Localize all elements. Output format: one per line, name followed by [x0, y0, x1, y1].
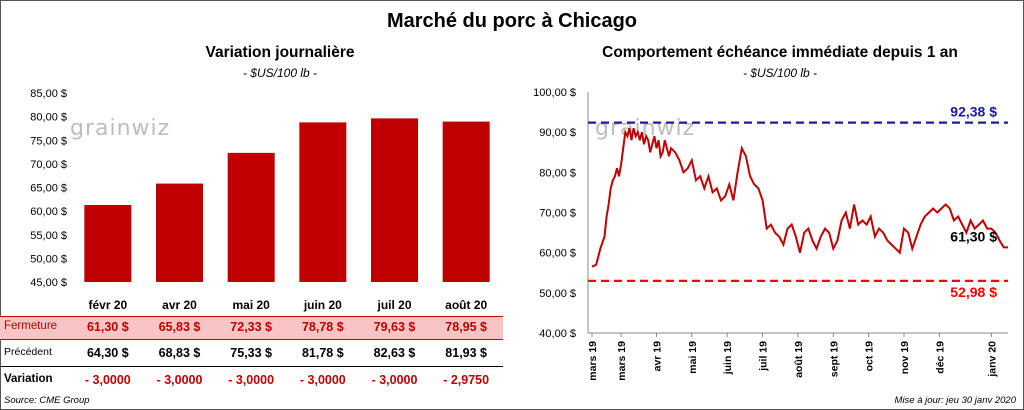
table-cell: - 2,9750: [443, 373, 490, 387]
table-cell: - 3,0000: [156, 373, 203, 387]
line-chart: 40,00 $ 50,00 $ 60,00 $ 70,00 $ 80,00 $ 90,00…: [533, 87, 1008, 381]
table-row-label: Variation: [4, 373, 53, 385]
table-row-label: Fermeture: [4, 320, 58, 332]
table-cell: 82,63 $: [373, 346, 416, 360]
bar: [442, 121, 490, 283]
page-title: Marché du porc à Chicago: [386, 10, 638, 32]
bar: [371, 118, 418, 282]
table-cell: - 3,0000: [228, 373, 275, 387]
table-cell: - 3,0000: [299, 373, 346, 387]
table-cell: - 3,0000: [84, 373, 131, 387]
y-tick-label: 45,00 $: [30, 277, 67, 289]
max-label: 92,38 $: [950, 104, 997, 120]
table-row-label: Précédent: [4, 346, 52, 358]
grainwiz-watermark: grainwiz: [70, 116, 171, 141]
y-tick-label: 60,00 $: [30, 206, 67, 218]
min-label: 52,98 $: [950, 284, 997, 300]
bar-chart-title: Variation journalière: [205, 44, 355, 61]
x-tick-label: févr 20: [88, 298, 127, 312]
table-cell: 79,63 $: [373, 320, 416, 334]
x-tick-label: août 19: [793, 341, 805, 378]
line-chart-title: Comportement échéance immédiate depuis 1…: [602, 44, 958, 61]
bar: [84, 204, 132, 282]
table-cell: 75,33 $: [230, 346, 273, 360]
table-cell: 64,30 $: [86, 346, 129, 360]
x-tick-label: mars 19: [616, 341, 628, 381]
x-tick-label: sept 19: [828, 341, 840, 377]
y-tick-label: 80,00 $: [539, 167, 576, 179]
x-tick-label: oct 19: [864, 341, 876, 372]
table-cell: 61,30 $: [86, 320, 129, 334]
y-tick-label: 90,00 $: [539, 127, 576, 139]
x-tick-label: mai 20: [232, 298, 270, 312]
y-tick-label: 100,00 $: [533, 87, 576, 99]
bar: [156, 183, 203, 282]
table-cell: 65,83 $: [158, 320, 201, 334]
y-tick-label: 60,00 $: [539, 248, 576, 260]
x-tick-label: avr 19: [651, 341, 663, 372]
table-cell: 68,83 $: [158, 346, 201, 360]
y-tick-label: 65,00 $: [30, 183, 67, 195]
x-tick-label: avr 20: [162, 298, 197, 312]
table-cell: 72,33 $: [230, 320, 273, 334]
x-tick-label: nov 19: [899, 341, 911, 374]
x-tick-label: janv 20: [986, 341, 998, 378]
x-tick-label: juin 20: [303, 298, 342, 312]
y-tick-label: 70,00 $: [30, 159, 67, 171]
table-cell: 81,78 $: [301, 346, 344, 360]
price-series-line: [591, 127, 1008, 268]
x-tick-label: juil 20: [376, 298, 411, 312]
x-tick-label: mars 19: [587, 341, 599, 381]
x-tick-label: août 20: [445, 298, 487, 312]
y-tick-label: 80,00 $: [30, 112, 67, 124]
update-note: Mise à jour: jeu 30 janv 2020: [894, 395, 1016, 406]
bar-chart-subtitle: - $US/100 lb -: [242, 66, 318, 80]
table-divider: [0, 366, 503, 367]
y-tick-label: 40,00 $: [539, 328, 576, 340]
bar: [227, 152, 275, 282]
y-tick-label: 50,00 $: [30, 253, 67, 265]
source-note: Source: CME Group: [4, 395, 90, 406]
grainwiz-watermark: grainwiz: [595, 116, 696, 141]
table-cell: - 3,0000: [371, 373, 418, 387]
x-tick-label: juil 19: [758, 341, 770, 372]
bar-chart: 45,00 $ 50,00 $ 55,00 $ 60,00 $ 65,00 $ 70,00…: [30, 88, 490, 312]
x-tick-label: juin 19: [722, 341, 734, 375]
y-tick-label: 50,00 $: [539, 288, 576, 300]
table-row-fermeture-bg: [0, 316, 503, 340]
y-tick-label: 55,00 $: [30, 230, 67, 242]
table-cell: 81,93 $: [445, 346, 488, 360]
x-tick-label: mai 19: [687, 341, 699, 374]
last-value-label: 61,30 $: [950, 228, 997, 244]
y-tick-label: 70,00 $: [539, 208, 576, 220]
table-cell: 78,78 $: [301, 320, 344, 334]
table-cell: 78,95 $: [445, 320, 488, 334]
line-chart-subtitle: - $US/100 lb -: [742, 66, 818, 80]
y-tick-label: 85,00 $: [30, 88, 67, 100]
y-tick-label: 75,00 $: [30, 135, 67, 147]
bar: [299, 122, 347, 283]
x-tick-label: déc 19: [934, 341, 946, 374]
